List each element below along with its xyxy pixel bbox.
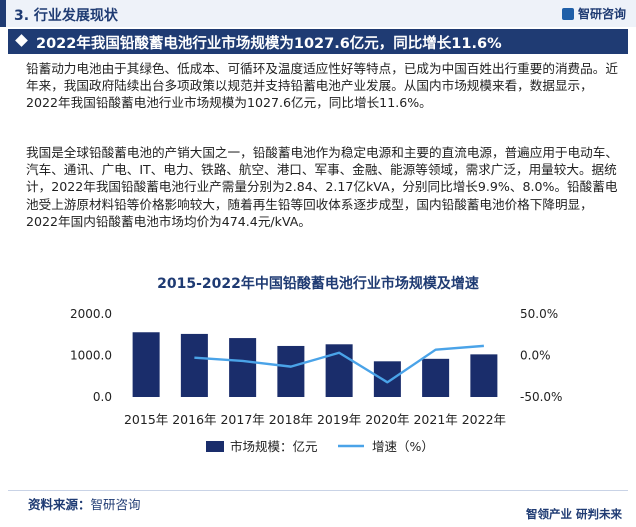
x-tick-label: 2019年	[317, 412, 361, 427]
y-left-tick-label: 0.0	[93, 390, 112, 404]
source-value: 智研咨询	[90, 497, 141, 512]
bar	[132, 332, 160, 397]
top-bar: 3. 行业发展现状 智研咨询	[0, 0, 636, 27]
legend-swatch-bar	[206, 441, 224, 452]
headline-text: 2022年我国铅酸蓄电池行业市场规模为1027.6亿元，同比增长11.6%	[36, 36, 502, 52]
x-tick-label: 2021年	[413, 412, 457, 427]
top-bar-accent	[0, 0, 6, 27]
brand-logo-icon	[561, 8, 574, 20]
y-left-tick-label: 2000.0	[70, 307, 112, 321]
y-right-tick-label: 0.0%	[520, 349, 551, 363]
diamond-icon	[15, 34, 28, 47]
y-left-tick-label: 1000.0	[70, 349, 112, 363]
y-right-tick-label: 50.0%	[520, 307, 558, 321]
source-note: 资料来源：智研咨询	[28, 494, 141, 513]
bar	[229, 338, 257, 397]
bar	[470, 354, 498, 397]
bar	[373, 361, 401, 397]
x-tick-label: 2018年	[269, 412, 313, 427]
paragraph-2: 我国是全球铅酸蓄电池的产销大国之一，铅酸蓄电池作为稳定电源和主要的直流电源，普遍…	[26, 145, 618, 229]
brand-tagline: 智领产业 研判未来	[525, 507, 622, 521]
brand-logo: 智研咨询	[561, 5, 626, 22]
source-label: 资料来源：	[28, 497, 91, 512]
x-tick-label: 2017年	[220, 412, 264, 427]
brand-logo-text: 智研咨询	[577, 7, 626, 21]
growth-line	[194, 344, 484, 384]
x-tick-label: 2020年	[365, 412, 409, 427]
headline-banner: 2022年我国铅酸蓄电池行业市场规模为1027.6亿元，同比增长11.6%	[8, 29, 628, 54]
paragraph-1: 铅蓄动力电池由于其绿色、低成本、可循环及温度适应性好等特点，已成为中国百姓出行重…	[26, 61, 618, 111]
y-right-tick-label: -50.0%	[520, 390, 562, 404]
legend-label-line: 增速（%）	[372, 439, 434, 454]
x-tick-label: 2016年	[172, 412, 216, 427]
market-size-chart: 0.0 1000.0 2000.0 -50.0% 0.0% 50.0% 2015年 2016年…	[70, 307, 562, 454]
section-label: 3. 行业发展现状	[14, 8, 118, 24]
footer-divider	[8, 490, 628, 491]
bar	[277, 345, 305, 397]
chart-title: 2015-2022年中国铅酸蓄电池行业市场规模及增速	[157, 276, 479, 292]
legend-label-bar: 市场规模：亿元	[230, 439, 318, 454]
bar	[422, 358, 450, 397]
x-tick-label: 2015年	[124, 412, 168, 427]
bar	[180, 333, 208, 397]
x-tick-label: 2022年	[462, 412, 506, 427]
